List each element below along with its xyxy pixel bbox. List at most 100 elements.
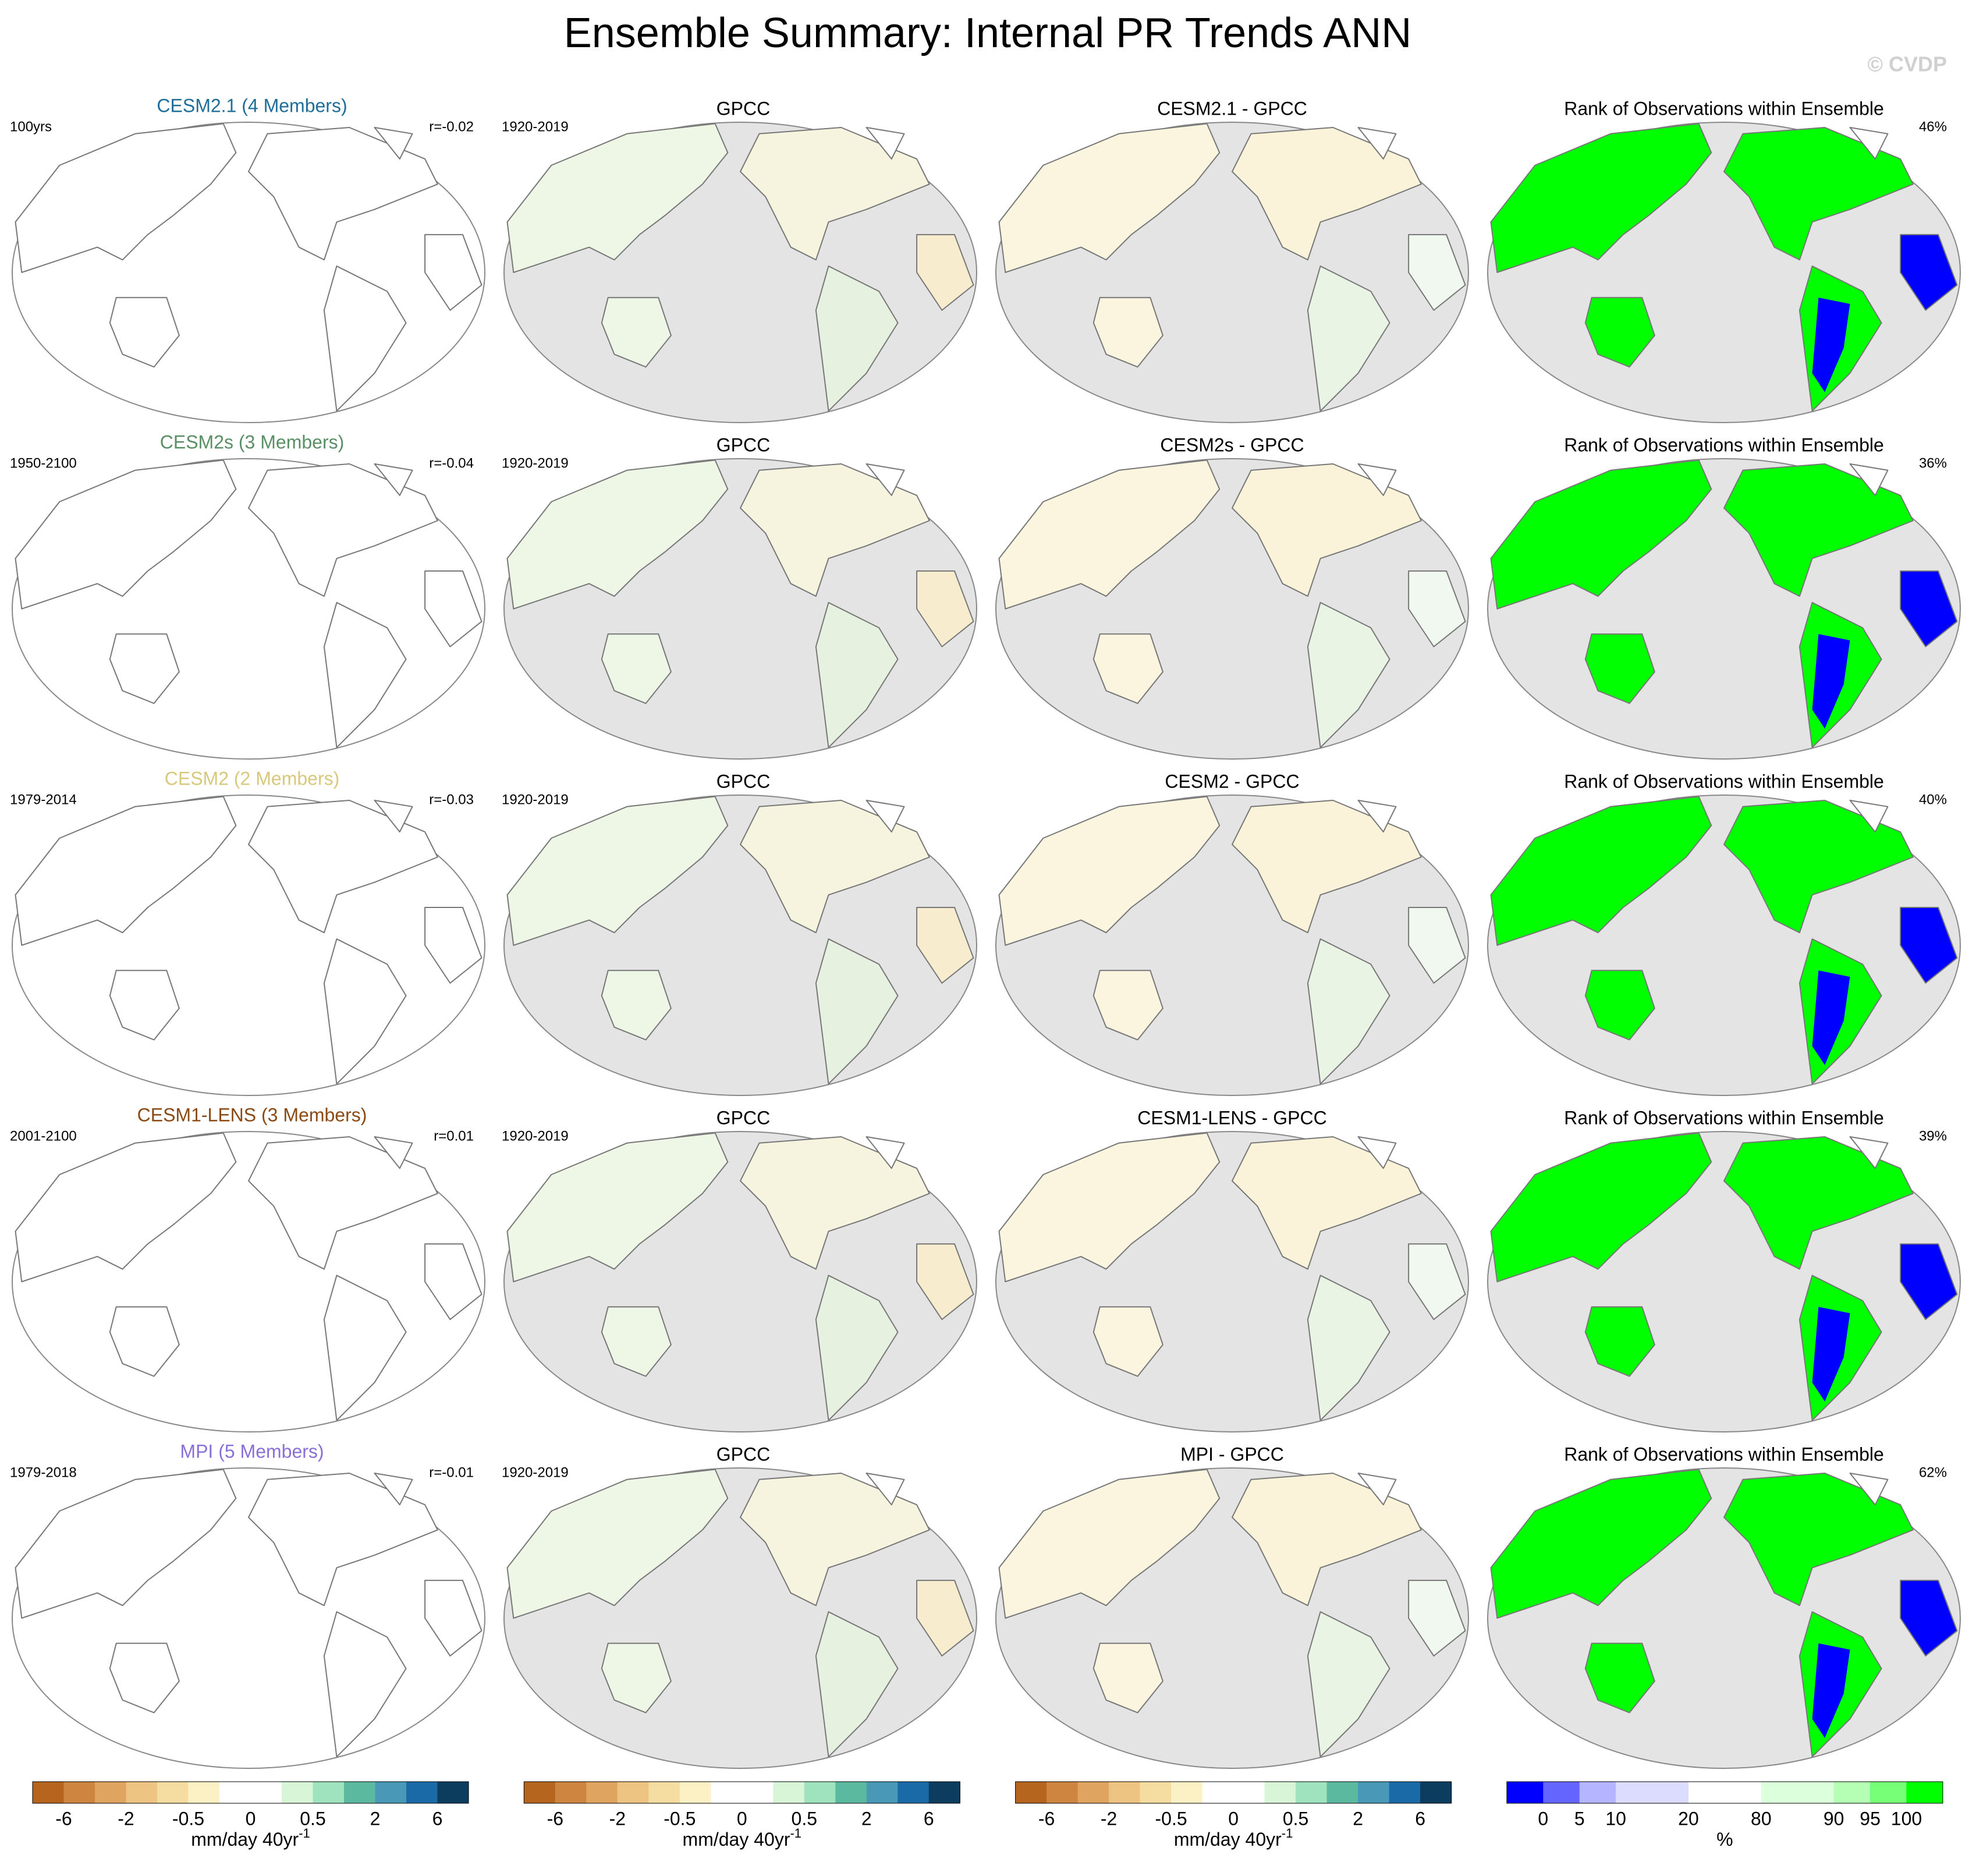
land bbox=[1357, 1473, 1397, 1506]
colorbar-box bbox=[1233, 1782, 1265, 1803]
colorbar-box bbox=[1389, 1782, 1421, 1803]
colorbar-box bbox=[866, 1782, 898, 1803]
rank-title: Rank of Observations within Ensemble bbox=[1564, 771, 1884, 792]
colorbar-box bbox=[1171, 1782, 1203, 1803]
land bbox=[1357, 1136, 1397, 1169]
land bbox=[601, 970, 672, 1041]
land bbox=[15, 1469, 237, 1619]
colorbar-tick-label: -0.5 bbox=[172, 1808, 204, 1829]
land bbox=[1307, 602, 1390, 749]
obs-title: GPCC bbox=[716, 1107, 770, 1128]
land bbox=[424, 1580, 483, 1657]
land bbox=[109, 1306, 180, 1377]
units-text: % bbox=[1716, 1829, 1733, 1850]
colorbar-tick-label: 100 bbox=[1891, 1808, 1922, 1829]
pattern-correlation: r=-0.01 bbox=[429, 1464, 474, 1480]
rank-percent: 40% bbox=[1919, 792, 1947, 807]
land bbox=[1584, 1306, 1655, 1377]
rank-low bbox=[1812, 970, 1850, 1065]
colorbar-box bbox=[897, 1782, 930, 1803]
land bbox=[1357, 800, 1397, 833]
colorbar-tick-label: 5 bbox=[1574, 1808, 1585, 1829]
model-title: CESM2s (3 Members) bbox=[160, 431, 345, 452]
colorbar-box bbox=[742, 1782, 774, 1803]
rank-title: Rank of Observations within Ensemble bbox=[1564, 98, 1884, 119]
colorbar-tick-label: -2 bbox=[1101, 1808, 1117, 1829]
land bbox=[815, 1611, 899, 1758]
rank-low bbox=[1812, 297, 1850, 392]
colorbar-units: mm/day 40yr-1 bbox=[1174, 1826, 1293, 1850]
units-text: mm/day 40yr bbox=[1174, 1829, 1282, 1850]
land bbox=[998, 459, 1221, 609]
colorbar-box bbox=[437, 1782, 469, 1803]
model-title: MPI (5 Members) bbox=[180, 1441, 324, 1462]
land bbox=[1849, 127, 1889, 160]
colorbar-tick-label: -6 bbox=[55, 1808, 72, 1829]
pattern-correlation: r=-0.04 bbox=[429, 455, 474, 471]
land bbox=[1490, 459, 1712, 609]
colorbar-box bbox=[126, 1782, 158, 1803]
colorbar-tick-label: 0.5 bbox=[300, 1808, 325, 1829]
pattern-correlation: r=-0.03 bbox=[429, 792, 474, 807]
land bbox=[1307, 938, 1390, 1085]
colorbar-box bbox=[835, 1782, 867, 1803]
land bbox=[865, 127, 905, 160]
model-title: CESM1-LENS (3 Members) bbox=[137, 1104, 367, 1125]
land bbox=[1849, 1136, 1889, 1169]
land bbox=[1584, 633, 1655, 704]
colorbar-box bbox=[1420, 1782, 1452, 1803]
land bbox=[323, 602, 407, 749]
colorbar-tick-label: 10 bbox=[1605, 1808, 1626, 1829]
rank-low bbox=[1812, 1307, 1850, 1402]
land bbox=[601, 633, 672, 704]
colorbar-units: mm/day 40yr-1 bbox=[191, 1826, 310, 1850]
land bbox=[1900, 907, 1958, 984]
land bbox=[916, 234, 974, 311]
land bbox=[1900, 1243, 1958, 1320]
land bbox=[1849, 800, 1889, 833]
colorbar-tick-label: 0.5 bbox=[792, 1808, 817, 1829]
figure-title: Ensemble Summary: Internal PR Trends ANN bbox=[564, 10, 1412, 56]
land bbox=[1357, 463, 1397, 497]
land bbox=[109, 1643, 180, 1714]
colorbar-tick-label: 0.5 bbox=[1283, 1808, 1308, 1829]
rank-percent: 36% bbox=[1919, 455, 1947, 471]
colorbar-tick-label: 0 bbox=[1228, 1808, 1239, 1829]
land bbox=[916, 1580, 974, 1657]
colorbar-tick-label: 0 bbox=[246, 1808, 256, 1829]
land bbox=[865, 1136, 905, 1169]
colorbar-tick-label: 0 bbox=[737, 1808, 747, 1829]
colorbar-tick-label: 2 bbox=[1353, 1808, 1363, 1829]
land bbox=[1092, 1643, 1163, 1714]
colorbar-box bbox=[282, 1782, 313, 1803]
colorbar-box bbox=[804, 1782, 836, 1803]
land bbox=[374, 463, 413, 497]
colorbar-box bbox=[586, 1782, 618, 1803]
units-superscript: -1 bbox=[790, 1826, 801, 1840]
obs-period: 1920-2019 bbox=[502, 455, 569, 471]
land bbox=[601, 297, 672, 368]
colorbar-box bbox=[63, 1782, 95, 1803]
land bbox=[109, 297, 180, 368]
rank-percent: 46% bbox=[1919, 119, 1947, 134]
rank-low bbox=[1812, 1643, 1850, 1738]
land bbox=[601, 1643, 672, 1714]
land bbox=[1900, 234, 1958, 311]
land bbox=[865, 1473, 905, 1506]
colorbar-frame bbox=[523, 1781, 960, 1804]
obs-title: GPCC bbox=[716, 434, 770, 455]
pattern-correlation: r=0.01 bbox=[434, 1128, 474, 1144]
land bbox=[601, 1306, 672, 1377]
units-superscript: -1 bbox=[299, 1826, 310, 1840]
land bbox=[1584, 297, 1655, 368]
diff-title: CESM2s - GPCC bbox=[1160, 434, 1304, 455]
colorbar-tick-label: 2 bbox=[861, 1808, 872, 1829]
model-period: 1979-2018 bbox=[10, 1464, 77, 1480]
colorbar-box bbox=[157, 1782, 189, 1803]
model-period: 1979-2014 bbox=[10, 792, 77, 807]
land bbox=[506, 123, 729, 273]
model-title: CESM2.1 (4 Members) bbox=[157, 95, 347, 116]
land bbox=[323, 265, 407, 412]
land bbox=[865, 800, 905, 833]
